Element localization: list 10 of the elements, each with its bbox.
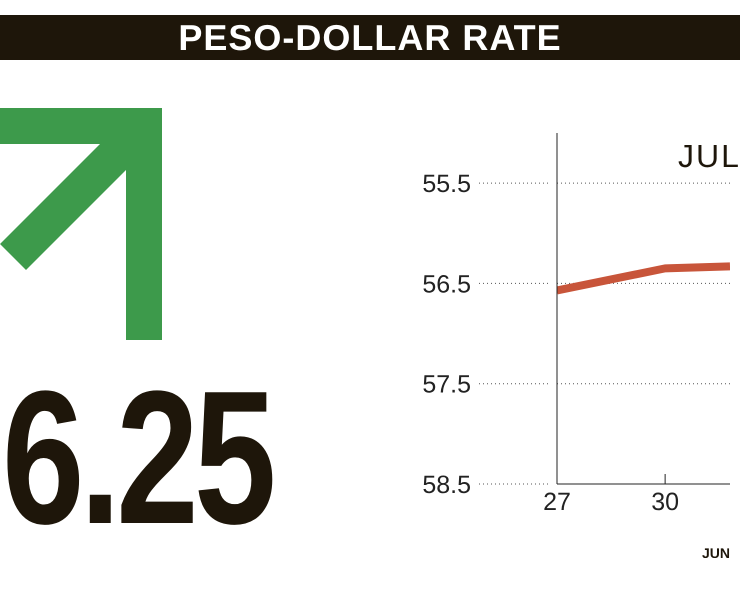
y-tick-label: 58.5: [422, 471, 471, 499]
text: 6.25: [2, 352, 272, 564]
y-tick-label: 57.5: [422, 370, 471, 399]
y-tick-label: 55.5: [422, 170, 471, 198]
x-tick-label: 27: [543, 488, 571, 516]
chart-title: PESO-DOLLAR RATE: [0, 15, 740, 60]
annotation: JUL: [678, 138, 740, 175]
x-tick-label: 30: [651, 488, 680, 516]
y-tick-label: 56.5: [422, 270, 471, 298]
x-axis-title: JUN: [702, 545, 730, 561]
